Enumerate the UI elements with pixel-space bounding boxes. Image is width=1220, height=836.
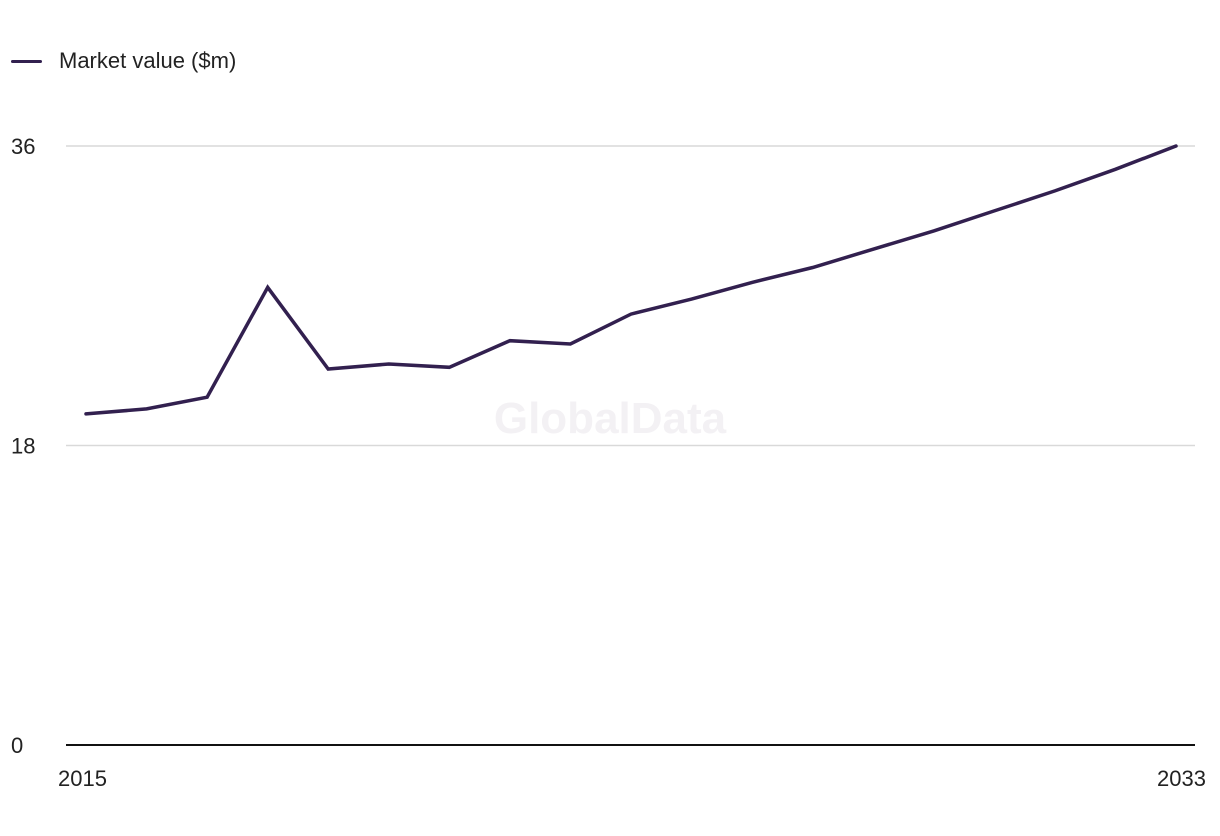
legend: Market value ($m) [11, 46, 236, 76]
legend-swatch [11, 59, 42, 63]
y-tick-label-0: 0 [11, 733, 23, 758]
legend-label: Market value ($m) [59, 48, 237, 73]
watermark-text: GlobalData [494, 394, 727, 443]
y-tick-label-18: 18 [11, 434, 35, 459]
y-tick-label-36: 36 [11, 134, 35, 159]
x-tick-label-2015: 2015 [58, 766, 107, 791]
x-tick-label-2033: 2033 [1157, 766, 1206, 791]
series-line-0 [84, 144, 1178, 416]
